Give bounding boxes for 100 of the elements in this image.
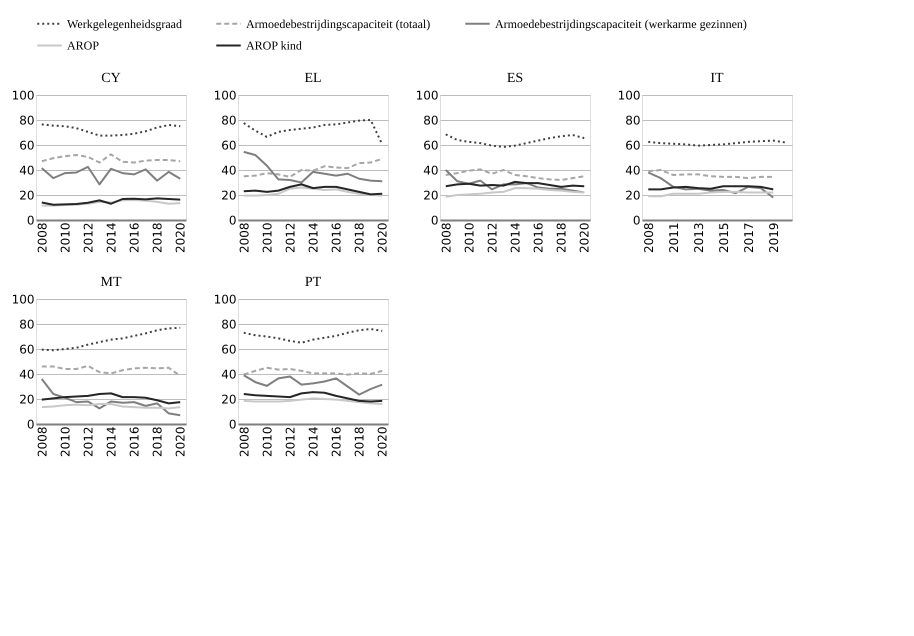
chart-title: MT <box>100 275 122 290</box>
x-tick-label: 2014 <box>104 222 118 254</box>
x-tick-label: 2008 <box>439 222 454 254</box>
legend-label: AROP kind <box>246 38 302 52</box>
chart-title: EL <box>304 71 322 86</box>
x-tick-label: 2016 <box>128 222 142 254</box>
x-tick-label: 2012 <box>283 426 298 458</box>
y-tick-label: 60 <box>625 138 640 152</box>
x-tick-label: 2019 <box>766 222 781 254</box>
chart-title: CY <box>101 71 121 86</box>
y-tick-label: 20 <box>19 392 34 406</box>
x-tick-label: 2016 <box>532 222 546 254</box>
legend-label: Armoedebestrijdingscapaciteit (werkarme gezinnen) <box>495 16 747 31</box>
y-tick-label: 20 <box>221 392 236 406</box>
x-tick-label: 2018 <box>554 222 569 254</box>
line-series <box>40 392 182 404</box>
y-tick-label: 80 <box>221 318 236 332</box>
y-tick-label: 80 <box>221 114 236 128</box>
y-tick-label: 100 <box>416 88 438 102</box>
y-tick-label: 0 <box>26 214 34 228</box>
x-tick-label: 2010 <box>462 222 476 254</box>
y-tick-label: 20 <box>423 188 438 202</box>
y-tick-label: 60 <box>423 138 438 152</box>
x-tick-label: 2020 <box>174 426 188 458</box>
line-series <box>444 169 586 194</box>
y-tick-label: 40 <box>423 164 438 178</box>
x-tick-label: 2008 <box>35 222 50 254</box>
line-series <box>242 119 384 146</box>
line-series <box>242 183 384 196</box>
x-tick-label: 2010 <box>260 426 274 458</box>
x-tick-label: 2011 <box>666 222 681 254</box>
x-tick-label: 2020 <box>376 222 390 254</box>
y-tick-label: 20 <box>221 188 236 202</box>
x-tick-label: 2020 <box>578 222 592 254</box>
y-tick-label: 100 <box>214 88 236 102</box>
x-tick-label: 2016 <box>330 426 344 458</box>
line-series <box>242 328 384 344</box>
y-tick-label: 100 <box>214 292 236 306</box>
line-series <box>242 391 384 402</box>
line-series <box>40 378 182 416</box>
line-series <box>647 169 774 180</box>
y-tick-label: 100 <box>12 88 34 102</box>
y-tick-label: 100 <box>12 292 34 306</box>
y-tick-label: 40 <box>221 368 236 382</box>
x-tick-label: 2010 <box>58 222 72 254</box>
x-tick-label: 2017 <box>742 222 756 254</box>
x-tick-label: 2014 <box>508 222 522 254</box>
y-tick-label: 40 <box>625 164 640 178</box>
legend-label: AROP <box>67 38 100 52</box>
line-series <box>40 326 182 352</box>
line-series <box>242 374 384 396</box>
chart-title: PT <box>304 275 322 290</box>
x-tick-label: 2018 <box>352 222 367 254</box>
y-tick-label: 60 <box>19 138 34 152</box>
y-tick-label: 0 <box>228 214 236 228</box>
x-tick-label: 2008 <box>35 426 50 458</box>
y-tick-label: 0 <box>26 418 34 432</box>
line-series <box>40 166 182 186</box>
y-tick-label: 0 <box>228 418 236 432</box>
y-tick-label: 80 <box>625 114 640 128</box>
x-tick-label: 2018 <box>150 222 165 254</box>
x-tick-label: 2012 <box>81 222 96 254</box>
y-tick-label: 0 <box>430 214 438 228</box>
x-tick-label: 2020 <box>174 222 188 254</box>
y-tick-label: 100 <box>618 88 640 102</box>
chart-title: ES <box>506 71 524 86</box>
line-series <box>647 172 774 198</box>
y-tick-label: 60 <box>221 342 236 356</box>
y-tick-label: 40 <box>221 164 236 178</box>
x-tick-label: 2016 <box>128 426 142 458</box>
line-series <box>242 366 384 376</box>
x-tick-label: 2012 <box>485 222 500 254</box>
x-tick-label: 2010 <box>58 426 72 458</box>
y-tick-label: 20 <box>19 188 34 202</box>
line-series <box>40 123 182 137</box>
line-series <box>40 153 182 164</box>
x-tick-label: 2016 <box>330 222 344 254</box>
x-tick-label: 2018 <box>352 426 367 458</box>
x-tick-label: 2012 <box>81 426 96 458</box>
x-tick-label: 2012 <box>283 222 298 254</box>
y-tick-label: 80 <box>423 114 438 128</box>
x-tick-label: 2014 <box>104 426 118 458</box>
x-tick-label: 2018 <box>150 426 165 458</box>
legend-label: Werkgelegenheidsgraad <box>67 16 182 31</box>
x-tick-label: 2013 <box>692 222 706 254</box>
y-tick-label: 80 <box>19 114 34 128</box>
x-tick-label: 2014 <box>306 426 320 458</box>
legend-label: Armoedebestrijdingscapaciteit (totaal) <box>246 16 430 31</box>
x-tick-label: 2008 <box>237 426 252 458</box>
y-tick-label: 20 <box>625 188 640 202</box>
x-tick-label: 2008 <box>642 222 656 254</box>
x-tick-label: 2014 <box>306 222 320 254</box>
y-tick-label: 40 <box>19 164 34 178</box>
x-tick-label: 2015 <box>716 222 731 254</box>
y-tick-label: 60 <box>19 342 34 356</box>
line-series <box>444 168 586 181</box>
y-tick-label: 40 <box>19 368 34 382</box>
y-tick-label: 60 <box>221 138 236 152</box>
y-tick-label: 80 <box>19 318 34 332</box>
x-tick-label: 2008 <box>237 222 252 254</box>
